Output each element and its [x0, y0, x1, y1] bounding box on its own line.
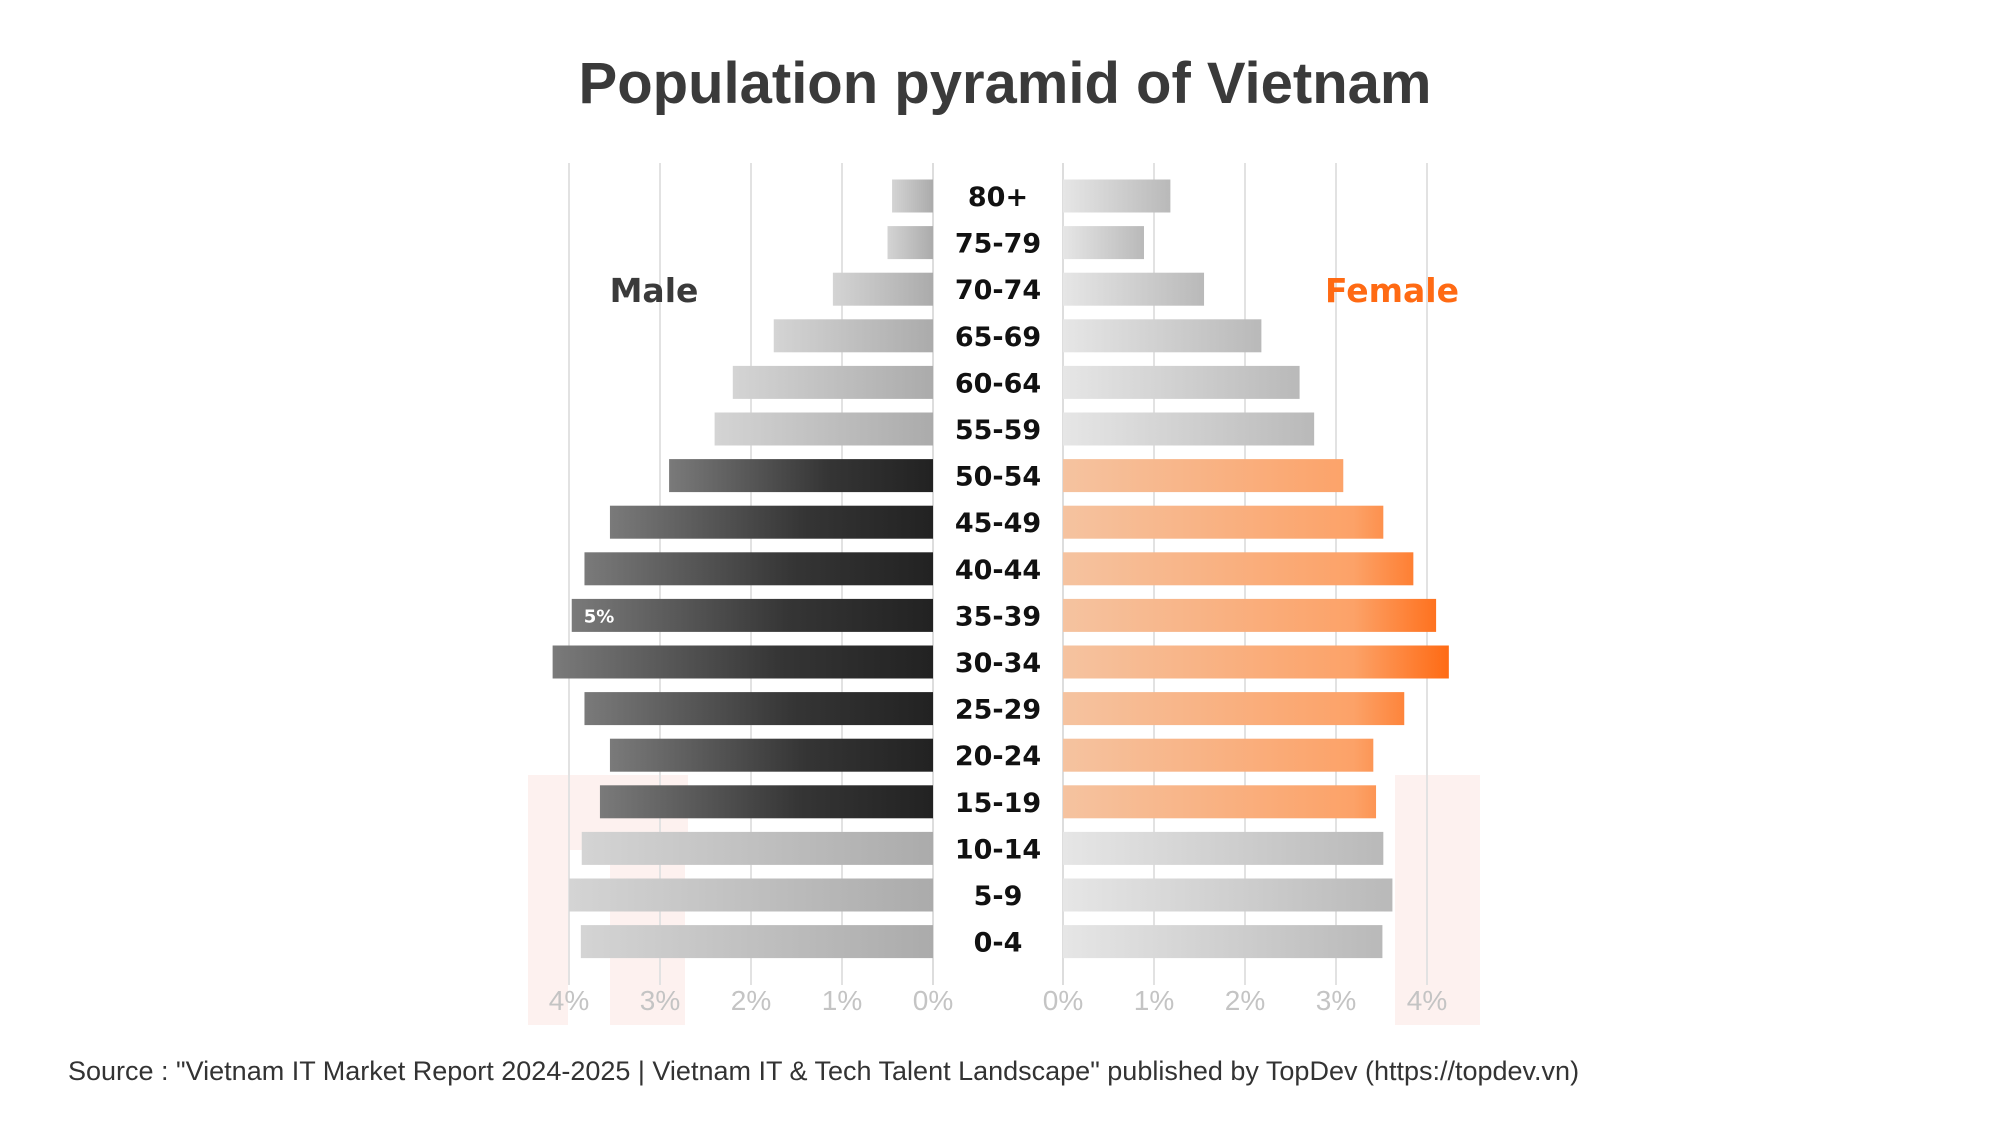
male-bar-45-49	[609, 505, 933, 539]
female-bar-70-74	[1063, 272, 1205, 306]
female-bar-75-79	[1063, 226, 1144, 260]
male-bar-0-4	[580, 925, 933, 959]
male-bar-10-14	[581, 831, 933, 865]
x-tick-male: 0%	[913, 985, 953, 1016]
female-bar-10-14	[1063, 831, 1384, 865]
bars: 5%	[552, 179, 1449, 959]
male-bar-60-64	[732, 365, 933, 399]
female-bar-35-39	[1063, 598, 1437, 632]
female-bar-15-19	[1063, 785, 1377, 819]
male-bar-5-9	[569, 878, 933, 912]
x-tick-female: 0%	[1043, 985, 1083, 1016]
legend-female: Female	[1325, 271, 1459, 310]
female-bar-5-9	[1063, 878, 1393, 912]
x-tick-labels: 4% 3% 2% 1% 0% 0% 1% 2% 3% 4%	[549, 985, 1447, 1016]
female-bar-25-29	[1063, 692, 1405, 726]
source-note: Source : "Vietnam IT Market Report 2024-…	[68, 1056, 1579, 1086]
male-bar-75-79	[887, 226, 933, 260]
x-tick-male: 2%	[731, 985, 771, 1016]
age-label: 80+	[968, 182, 1028, 213]
male-bar-20-24	[609, 738, 933, 772]
female-bar-50-54	[1063, 459, 1344, 493]
age-label: 0-4	[974, 928, 1023, 959]
x-tick-female: 3%	[1316, 985, 1356, 1016]
male-bar-80+	[892, 179, 933, 213]
male-bar-50-54	[669, 459, 933, 493]
age-label: 70-74	[955, 275, 1041, 306]
female-bar-45-49	[1063, 505, 1384, 539]
x-tick-female: 2%	[1225, 985, 1265, 1016]
bar-annotation: 5%	[584, 606, 615, 627]
age-label: 25-29	[955, 695, 1041, 726]
female-bar-20-24	[1063, 738, 1374, 772]
age-label: 75-79	[955, 229, 1041, 260]
age-label: 60-64	[955, 368, 1041, 399]
age-label: 5-9	[974, 881, 1023, 912]
female-bar-0-4	[1063, 925, 1383, 959]
x-tick-female: 1%	[1134, 985, 1174, 1016]
age-label: 50-54	[955, 462, 1041, 493]
age-label: 45-49	[955, 508, 1041, 539]
x-tick-male: 1%	[822, 985, 862, 1016]
female-bar-65-69	[1063, 319, 1262, 353]
male-bar-55-59	[714, 412, 933, 446]
female-bar-80+	[1063, 179, 1171, 213]
male-bar-15-19	[599, 785, 933, 819]
x-tick-male: 4%	[549, 985, 589, 1016]
age-label: 35-39	[955, 601, 1041, 632]
male-bar-25-29	[584, 692, 933, 726]
male-bar-35-39	[571, 598, 933, 632]
age-label: 20-24	[955, 741, 1041, 772]
x-tick-female: 4%	[1407, 985, 1447, 1016]
male-bar-70-74	[832, 272, 933, 306]
age-label: 55-59	[955, 415, 1041, 446]
age-label: 30-34	[955, 648, 1041, 679]
age-label: 40-44	[955, 555, 1041, 586]
female-bar-60-64	[1063, 365, 1300, 399]
x-tick-male: 3%	[640, 985, 680, 1016]
legend-male: Male	[610, 271, 699, 310]
age-labels: 80+ 75-79 70-74 65-69 60-64 55-59 50-54 45-49 40…	[955, 182, 1041, 959]
age-label: 65-69	[955, 322, 1041, 353]
male-bar-30-34	[552, 645, 933, 679]
female-bar-40-44	[1063, 552, 1414, 586]
female-bar-30-34	[1063, 645, 1449, 679]
female-bar-55-59	[1063, 412, 1315, 446]
chart-title: Population pyramid of Vietnam	[579, 51, 1432, 116]
age-label: 10-14	[955, 834, 1041, 865]
age-label: 15-19	[955, 788, 1041, 819]
male-bar-65-69	[773, 319, 933, 353]
male-bar-40-44	[584, 552, 933, 586]
